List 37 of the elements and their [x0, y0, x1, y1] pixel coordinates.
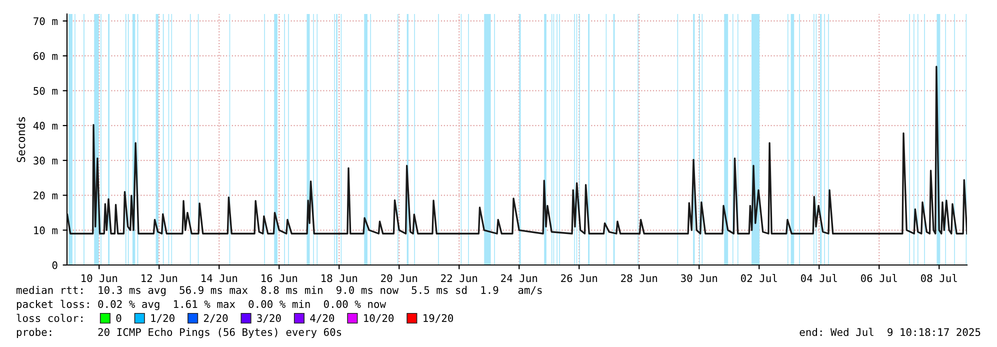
legend-label: 2/20: [204, 314, 228, 323]
legend-label: 1/20: [151, 314, 174, 323]
x-tick-label: 02 Jul: [740, 274, 777, 282]
text: end: Wed Jul 9 10:18:17 2025: [800, 328, 980, 336]
x-tick-label: 22 Jun: [441, 274, 478, 282]
y-tick-label: 10 m: [34, 226, 58, 234]
legend-label: 3/20: [257, 314, 281, 323]
legend-label: 19/20: [424, 314, 454, 323]
x-tick-label: 04 Jul: [800, 274, 837, 282]
y-tick-label: 50 m: [34, 86, 58, 95]
y-tick-label: 30 m: [34, 156, 58, 165]
y-tick-label: 70 m: [34, 17, 58, 26]
y-tick-label: 0: [52, 261, 58, 270]
x-tick-label: 16 Jun: [262, 274, 298, 282]
legend-label: 0: [116, 314, 122, 322]
x-tick-label: 26 Jun: [561, 274, 598, 282]
x-tick-label: 20 Jun: [381, 274, 418, 282]
x-tick-label: 14 Jun: [202, 274, 238, 282]
y-tick-label: 60 m: [34, 52, 58, 60]
legend-title: loss color:: [16, 314, 82, 322]
text: probe: 20 ICMP Echo Pings (56 Bytes) every 60s: [16, 328, 342, 338]
x-tick-label: 06 Jul: [860, 274, 897, 282]
text: median rtt: 10.3 ms avg 56.9 ms max 8.8 ms min 9.0 ms now 5.5 ms sd 1.9 am/s: [16, 286, 542, 296]
legend-label: 10/20: [364, 314, 394, 323]
x-tick-label: 10 Jun: [82, 274, 118, 282]
x-tick-label: 28 Jun: [621, 274, 658, 282]
y-tick-label: 20 m: [34, 192, 58, 200]
line-series: [67, 66, 967, 234]
x-tick-label: 12 Jun: [142, 274, 178, 282]
x-tick-label: 18 Jun: [322, 274, 358, 282]
x-tick-label: 30 Jun: [681, 274, 718, 282]
legend-label: 4/20: [310, 314, 334, 323]
x-tick-label: 24 Jun: [501, 274, 538, 282]
y-axis-title: Seconds: [16, 117, 26, 162]
x-tick-label: 08 Jul: [920, 274, 957, 282]
y-tick-label: 40 m: [33, 122, 58, 130]
text: packet loss: 0.02 % avg 1.61 % max 0.00 % min 0.00 % now: [16, 300, 386, 310]
